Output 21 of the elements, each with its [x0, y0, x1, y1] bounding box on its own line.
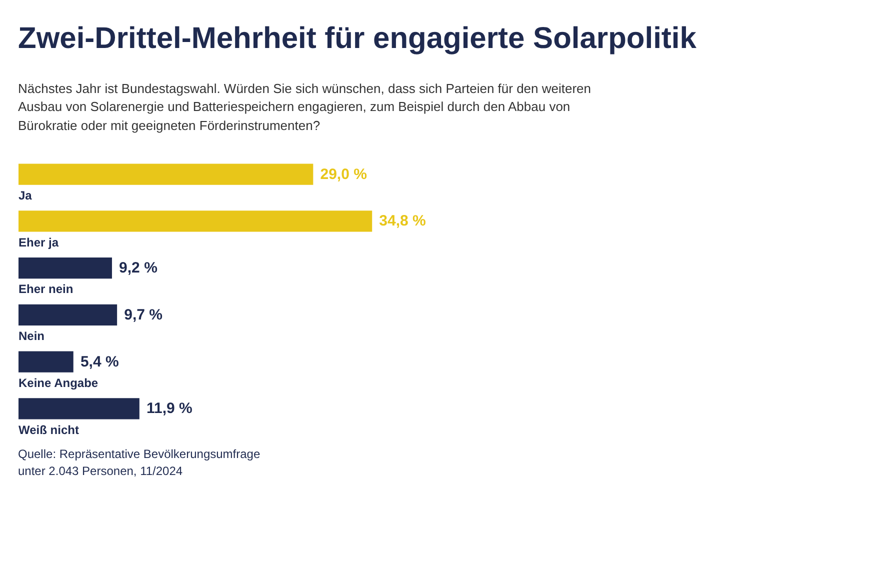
y-tick-label: Nein — [18, 328, 45, 343]
y-tick-label: Weiß nicht — [18, 422, 79, 436]
data-label: 34,8 % — [379, 212, 426, 230]
y-tick-label: Ja — [18, 188, 32, 202]
y-tick-label: Eher nein — [18, 282, 74, 296]
bar — [18, 304, 118, 326]
data-label: 9,7 % — [124, 306, 162, 323]
bar — [18, 210, 372, 232]
y-tick-label: Keine Angabe — [18, 375, 98, 390]
y-tick-label: Eher ja — [18, 234, 59, 249]
annotation: Quelle: Repräsentative Bevölkerungsumfrage unter 2.043 Personen, 11/2024 — [18, 446, 260, 480]
bar — [18, 163, 314, 184]
data-label: 9,2 % — [119, 259, 158, 276]
data-label: 29,0 % — [320, 165, 367, 182]
data-label: 5,4 % — [80, 352, 119, 370]
bar — [18, 350, 74, 372]
chart-subtitle: Nächstes Jahr ist Bundestagswahl. Würden Sie sich wünschen, dass sich Parteien für den weiteren Ausbau von Solarenergie und Batteriespeichern engagieren, zum Beispiel durch den Abbau von Bürokratie oder mit geeigneten Förderinstrumenten? — [18, 80, 592, 135]
chart-title: Zwei-Drittel-Mehrheit für engagierte Solarpolitik — [18, 21, 696, 57]
bar — [18, 257, 112, 278]
bar — [18, 398, 140, 419]
data-label: 11,9 % — [146, 400, 192, 417]
